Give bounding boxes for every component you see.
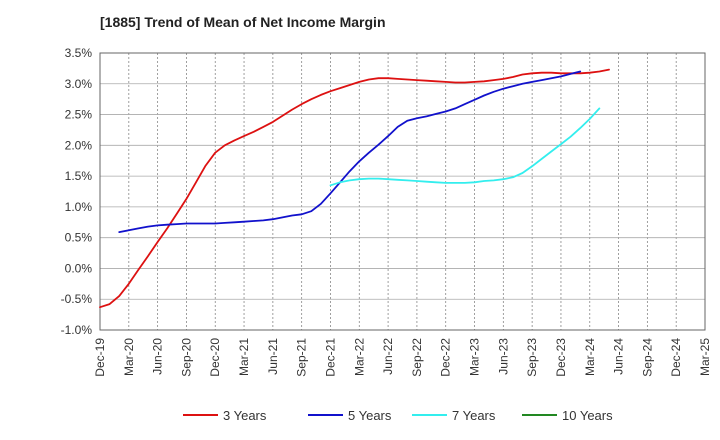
y-tick-label: 3.5%: [65, 46, 93, 60]
x-tick-label: Mar-23: [468, 338, 482, 376]
x-tick-label: Sep-22: [410, 338, 424, 377]
x-tick-label: Sep-24: [640, 338, 654, 377]
x-tick-label: Dec-23: [554, 338, 568, 377]
x-tick-label: Mar-22: [352, 338, 366, 376]
x-tick-label: Mar-24: [583, 338, 597, 376]
y-tick-label: 0.0%: [65, 261, 93, 275]
plot-border: [99, 52, 706, 331]
x-tick-label: Jun-24: [612, 338, 626, 375]
x-tick-label: Jun-21: [266, 338, 280, 375]
x-tick-label: Jun-20: [151, 338, 165, 375]
x-tick-label: Mar-21: [237, 338, 251, 376]
x-tick-label: Dec-22: [439, 338, 453, 377]
y-tick-label: 3.0%: [65, 77, 93, 91]
x-tick-label: Sep-21: [295, 338, 309, 377]
x-tick-label: Dec-21: [323, 338, 337, 377]
legend-label: 3 Years: [223, 408, 267, 423]
y-tick-label: -1.0%: [61, 323, 93, 337]
x-tick-label: Dec-24: [669, 338, 683, 377]
y-tick-label: 2.0%: [65, 138, 93, 152]
x-tick-label: Jun-23: [496, 338, 510, 375]
y-tick-label: 1.5%: [65, 169, 93, 183]
x-tick-label: Sep-20: [179, 338, 193, 377]
legend-label: 5 Years: [348, 408, 392, 423]
x-tick-label: Mar-25: [698, 338, 712, 376]
y-tick-label: 1.0%: [65, 200, 93, 214]
x-tick-label: Jun-22: [381, 338, 395, 375]
legend-label: 10 Years: [562, 408, 613, 423]
plot-background: [100, 53, 705, 330]
x-tick-label: Dec-20: [208, 338, 222, 377]
series-line: [118, 70, 582, 234]
x-tick-label: Mar-20: [122, 338, 136, 376]
series-line: [329, 107, 601, 187]
series-line: [99, 68, 610, 309]
y-tick-label: 0.5%: [65, 231, 93, 245]
y-tick-label: -0.5%: [61, 292, 93, 306]
x-tick-label: Dec-19: [93, 338, 107, 377]
x-tick-label: Sep-23: [525, 338, 539, 377]
legend-label: 7 Years: [452, 408, 496, 423]
chart-title: [1885] Trend of Mean of Net Income Margi…: [100, 14, 386, 30]
y-tick-label: 2.5%: [65, 108, 93, 122]
